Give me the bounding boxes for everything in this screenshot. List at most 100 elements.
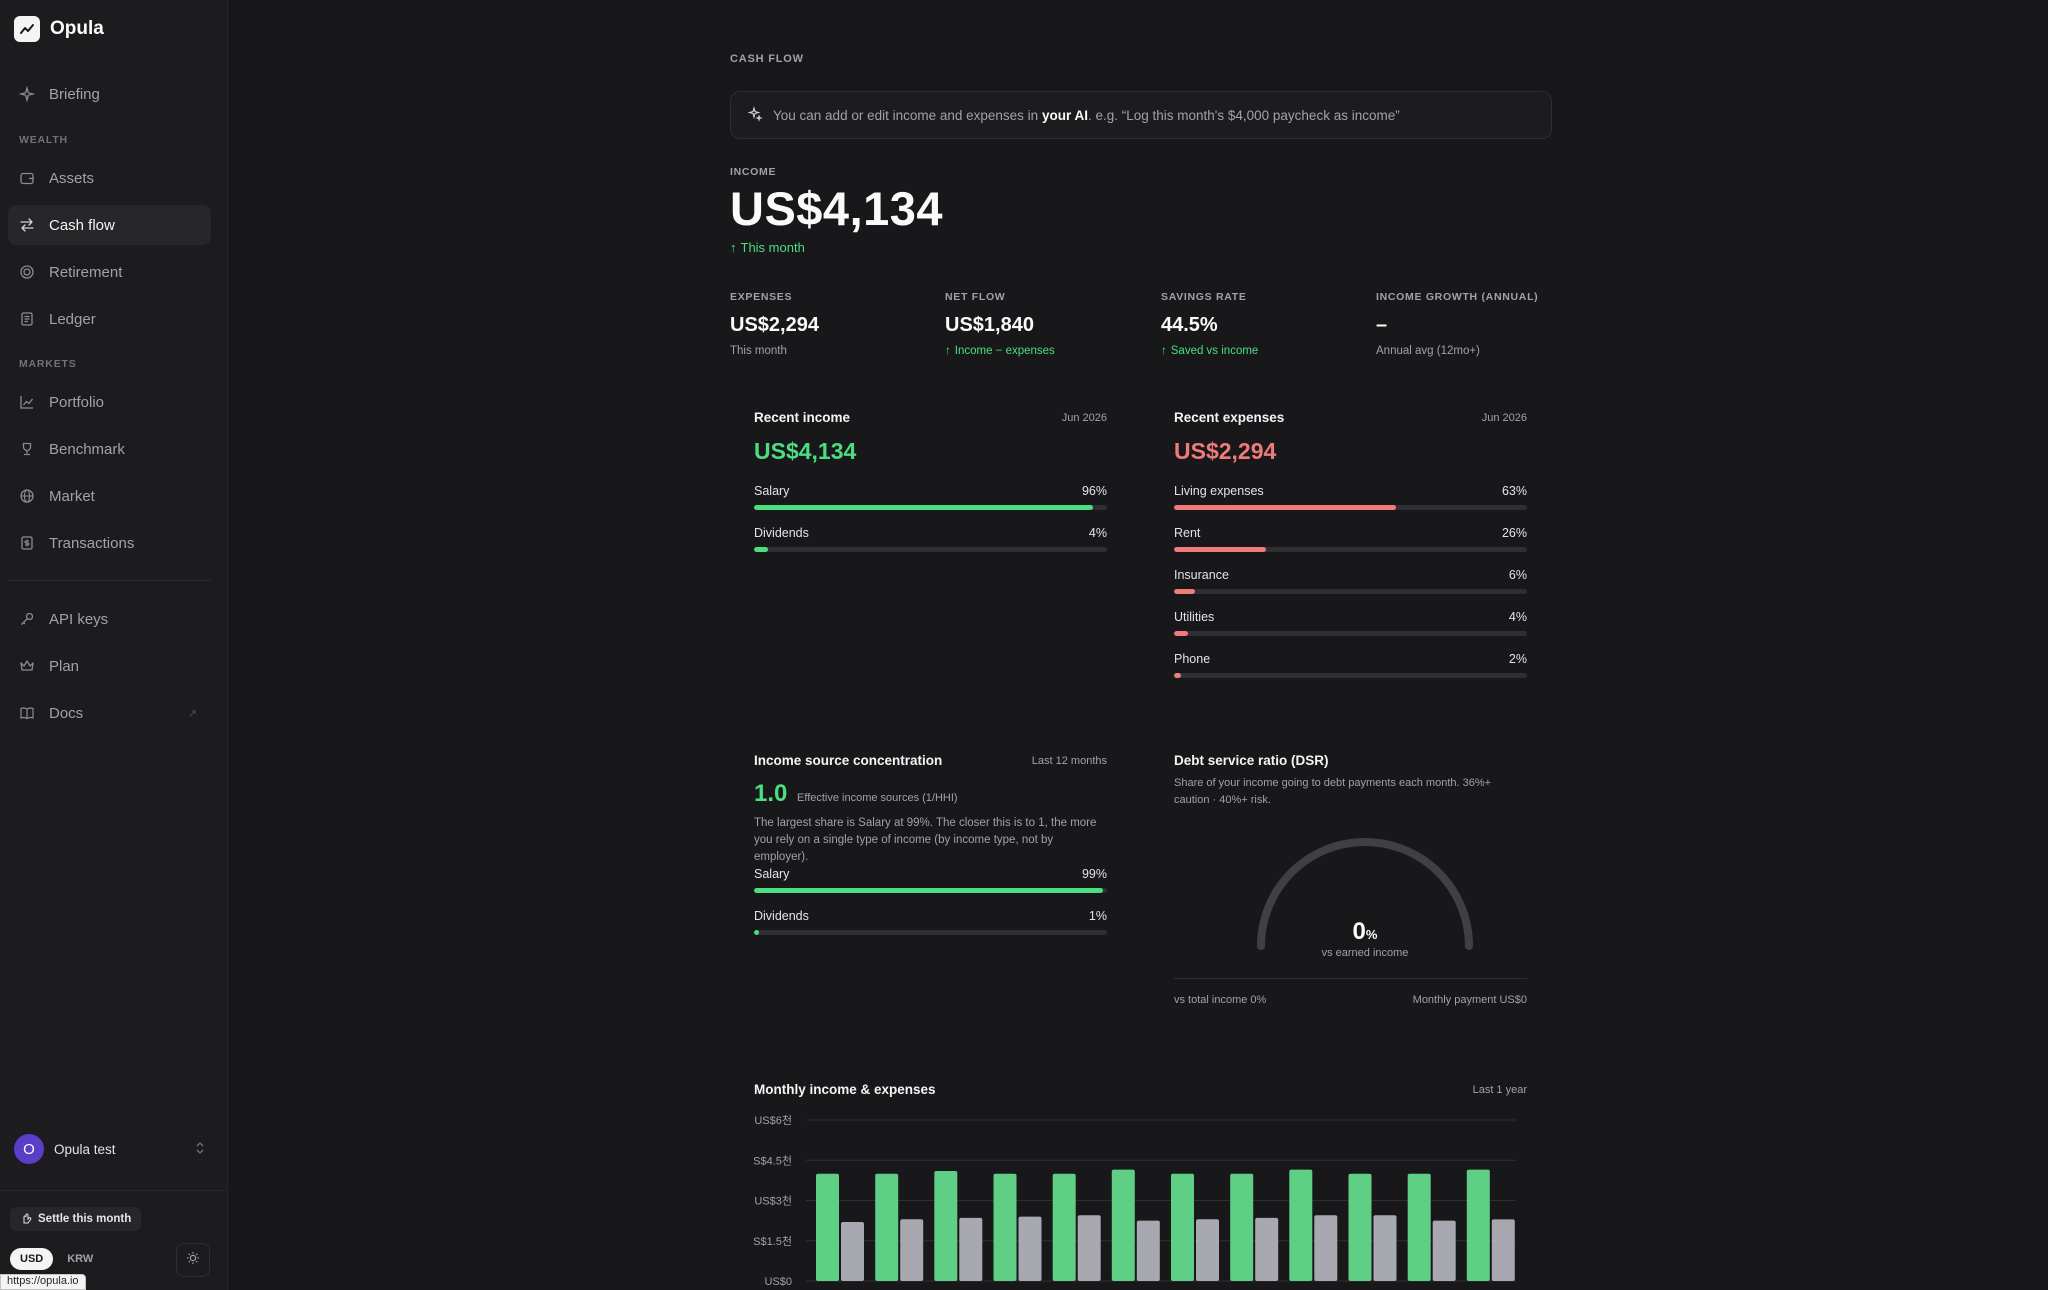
expense-bar	[1196, 1219, 1219, 1281]
recent-income-total: US$4,134	[754, 438, 857, 464]
concentration-value-label: Effective income sources (1/HHI)	[797, 792, 958, 804]
expense-category-bar-fill	[1174, 589, 1196, 594]
monthly-chart: US$6천 US$4.5천 US$3천 US$1.5천 US$0	[754, 1113, 1516, 1288]
main-content: CASH FLOW You can add or edit income and…	[730, 0, 1552, 1290]
ledger-icon	[19, 311, 35, 327]
key-icon	[19, 611, 35, 627]
recent-expenses-total: US$2,294	[1174, 438, 1277, 464]
sidebar-item-benchmark[interactable]: Benchmark	[8, 429, 211, 469]
sidebar-item-market[interactable]: Market	[8, 476, 211, 516]
expense-bar	[841, 1222, 864, 1281]
concentration-source-label: Dividends	[754, 909, 809, 923]
dsr-gauge-track	[1257, 838, 1473, 950]
expense-bar	[1491, 1219, 1515, 1281]
income-bar	[1466, 1169, 1490, 1281]
line-chart-icon	[19, 394, 35, 410]
avatar: O	[14, 1134, 44, 1164]
y-tick-label: US$0	[764, 1276, 792, 1288]
expense-bar	[1373, 1215, 1397, 1281]
kpi-net-flow-label: NET FLOW	[945, 291, 1006, 303]
sidebar-item-ledger[interactable]: Ledger	[8, 299, 211, 339]
concentration-source-label: Salary	[754, 867, 790, 881]
income-bar	[1111, 1169, 1135, 1281]
crown-icon	[19, 658, 35, 674]
dsr-monthly-payment-note: Monthly payment US$0	[1412, 994, 1527, 1006]
wallet-icon	[19, 170, 35, 186]
settle-month-button[interactable]: Settle this month	[10, 1207, 142, 1231]
sidebar-item-label: Cash flow	[49, 216, 115, 234]
sidebar-item-transactions[interactable]: Transactions	[8, 523, 211, 563]
dsr-value-sub: vs earned income	[1321, 947, 1409, 959]
kpi-net-flow-sub: ↑ Income − expenses	[945, 345, 1055, 357]
divider	[0, 1190, 228, 1191]
arrow-up-icon: ↑	[1161, 345, 1167, 357]
income-source-bar-fill	[754, 505, 1093, 510]
currency-krw[interactable]: KRW	[67, 1253, 94, 1265]
sidebar-item-cash-flow[interactable]: Cash flow	[8, 205, 211, 245]
dsr-value: 0%	[1352, 918, 1378, 945]
expense-category-label: Utilities	[1174, 610, 1215, 624]
your-ai-link[interactable]: your AI	[1041, 107, 1088, 123]
sparkle-icon	[747, 105, 763, 125]
concentration-source-bar-fill	[754, 930, 760, 935]
status-bar-url: https://opula.io	[0, 1274, 86, 1290]
globe-icon	[19, 488, 35, 504]
theme-toggle-button[interactable]	[176, 1243, 210, 1277]
sidebar-item-docs[interactable]: Docs ↗	[8, 693, 211, 733]
expense-category-bar-fill	[1174, 547, 1266, 552]
brand[interactable]: Opula	[14, 16, 104, 42]
ai-hint-banner: You can add or edit income and expenses …	[730, 91, 1552, 139]
sidebar-item-briefing[interactable]: Briefing	[8, 74, 211, 114]
sidebar-item-api-keys[interactable]: API keys	[8, 599, 211, 639]
sidebar-item-label: Market	[49, 487, 95, 505]
sidebar-item-portfolio[interactable]: Portfolio	[8, 382, 211, 422]
arrows-swap-icon	[19, 217, 35, 233]
expense-category-percent: 26%	[1501, 526, 1527, 540]
section-wealth: WEALTH	[19, 134, 68, 146]
dsr-description: Share of your income going to debt payme…	[1174, 777, 1492, 806]
sidebar-item-plan[interactable]: Plan	[8, 646, 211, 686]
receipt-icon	[19, 535, 35, 551]
user-name: Opula test	[54, 1141, 116, 1157]
expense-category-percent: 6%	[1508, 568, 1527, 582]
expense-bar	[1314, 1215, 1338, 1281]
dsr-title: Debt service ratio (DSR)	[1174, 753, 1329, 768]
expense-category-bar-fill	[1174, 673, 1182, 678]
expense-category-label: Living expenses	[1174, 484, 1264, 498]
concentration-period: Last 12 months	[1031, 755, 1107, 767]
monthly-chart-period: Last 1 year	[1472, 1084, 1527, 1096]
kpi-savings-rate-label: SAVINGS RATE	[1161, 291, 1247, 303]
ai-hint-text: You can add or edit income and expenses …	[773, 107, 1400, 123]
sidebar-item-label: Ledger	[49, 310, 96, 328]
concentration-title: Income source concentration	[754, 753, 943, 768]
monthly-chart-title: Monthly income & expenses	[754, 1082, 936, 1097]
income-source-bar	[754, 547, 1107, 552]
dsr-total-income-note: vs total income 0%	[1174, 994, 1267, 1006]
expense-category-percent: 2%	[1508, 652, 1527, 666]
hand-icon	[20, 1212, 32, 1227]
concentration-source-percent: 1%	[1088, 909, 1107, 923]
expense-bar	[1136, 1220, 1160, 1281]
y-tick-label: US$6천	[754, 1113, 792, 1127]
concentration-source-bar	[754, 888, 1107, 893]
sidebar-item-retirement[interactable]: Retirement	[8, 252, 211, 292]
sun-icon	[186, 1251, 200, 1270]
sidebar: Opula Briefing WEALTH Assets Cash flow R…	[0, 0, 228, 1290]
concentration-source-percent: 99%	[1081, 867, 1107, 881]
income-bar	[1407, 1173, 1431, 1281]
y-tick-label: US$3천	[754, 1194, 792, 1208]
sidebar-item-label: Plan	[49, 657, 80, 675]
recent-income-title: Recent income	[754, 410, 851, 425]
target-icon	[19, 264, 35, 280]
sidebar-item-assets[interactable]: Assets	[8, 158, 211, 198]
currency-usd[interactable]: USD	[10, 1248, 54, 1270]
y-tick-label: US$1.5천	[754, 1234, 792, 1248]
account-switcher[interactable]: O Opula test	[8, 1128, 211, 1170]
external-link-icon: ↗	[187, 707, 197, 720]
income-value: US$4,134	[730, 182, 944, 235]
arrow-up-icon: ↑	[945, 345, 951, 357]
expense-category-percent: 4%	[1508, 610, 1527, 624]
income-bar	[993, 1173, 1017, 1281]
income-bar	[816, 1173, 839, 1281]
expense-bar	[1255, 1217, 1279, 1281]
